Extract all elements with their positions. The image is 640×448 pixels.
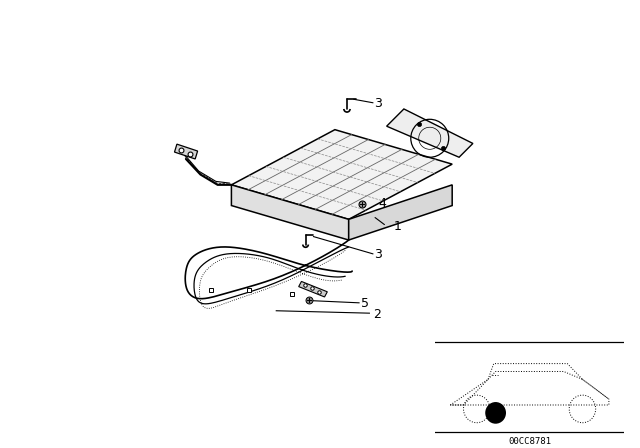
Text: 3: 3 xyxy=(374,97,383,110)
Polygon shape xyxy=(232,185,349,240)
Text: 5: 5 xyxy=(361,297,369,310)
Polygon shape xyxy=(232,129,452,220)
Polygon shape xyxy=(387,109,473,157)
Text: 2: 2 xyxy=(373,308,381,321)
Text: 00CC8781: 00CC8781 xyxy=(508,436,551,445)
Polygon shape xyxy=(175,144,198,159)
Text: 3: 3 xyxy=(374,248,383,261)
Circle shape xyxy=(485,402,506,424)
Polygon shape xyxy=(299,281,327,297)
Text: 4: 4 xyxy=(378,197,386,210)
Text: 1: 1 xyxy=(394,220,401,233)
Polygon shape xyxy=(349,185,452,240)
